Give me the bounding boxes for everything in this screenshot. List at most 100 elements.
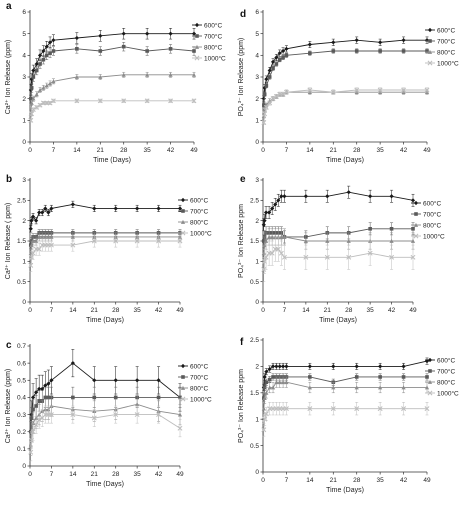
data-point (37, 399, 41, 403)
y-axis-label: PO₄³⁻ Ion Release (ppm) (238, 38, 245, 117)
x-tick-label: 21 (91, 307, 99, 314)
data-point (49, 206, 54, 211)
series-line (30, 33, 194, 91)
x-tick-label: 7 (50, 307, 54, 314)
data-point (192, 49, 196, 53)
data-point (41, 48, 46, 54)
data-point (303, 254, 309, 260)
data-point (267, 234, 272, 239)
data-point (156, 378, 161, 383)
data-point (389, 238, 394, 243)
data-point (49, 234, 54, 239)
x-tick-label: 14 (302, 307, 310, 314)
data-point (273, 94, 279, 99)
x-tick-label: 0 (261, 147, 265, 154)
data-point (283, 406, 289, 412)
x-tick-label: 28 (112, 307, 120, 314)
data-point (49, 378, 54, 383)
x-tick-label: 28 (112, 471, 120, 478)
legend-marker (195, 34, 199, 38)
y-tick-label: 5 (22, 31, 26, 38)
data-point (46, 210, 51, 215)
legend-marker (413, 233, 419, 239)
legend-label: 1000°C (190, 229, 212, 237)
series-line (30, 100, 194, 121)
data-point (30, 238, 36, 243)
data-point (271, 375, 275, 379)
legend: 600°C 700°C 800°C 1000°C (411, 199, 445, 240)
data-point (44, 53, 49, 58)
y-tick-label: 0 (22, 463, 26, 470)
data-point (325, 194, 330, 199)
panel-c: c 0 0.1 0.2 0.3 0.4 0.5 0.6 0.7 0 7 14 21 28 35 42 49 Tim… (5, 340, 212, 488)
data-point (330, 406, 336, 412)
x-tick-label: 42 (400, 147, 408, 154)
data-point (324, 254, 330, 260)
legend-marker (194, 44, 200, 49)
data-point (121, 72, 126, 77)
data-point (274, 380, 279, 385)
data-point (92, 378, 97, 383)
data-point (274, 62, 279, 66)
data-point (98, 74, 103, 79)
data-point (44, 44, 49, 49)
data-point (92, 395, 97, 400)
data-point (401, 87, 407, 93)
data-point (377, 406, 383, 412)
data-point (263, 411, 269, 417)
x-tick-label: 7 (285, 477, 289, 484)
y-tick-label: 0.6 (17, 360, 26, 367)
series-800°C (261, 228, 416, 262)
data-point (92, 206, 97, 211)
x-axis-label: Time (Days) (86, 317, 124, 324)
data-point (41, 85, 46, 90)
data-point (303, 238, 308, 243)
y-tick-label: 4 (255, 53, 259, 60)
data-point (135, 402, 140, 407)
legend-marker (414, 212, 418, 216)
data-point (177, 238, 183, 244)
data-point (308, 375, 312, 379)
data-point (28, 117, 34, 123)
x-tick-label: 49 (423, 147, 431, 154)
series-line (263, 91, 427, 117)
data-point (261, 120, 267, 125)
y-tick-label: 5 (255, 31, 259, 38)
legend-label: 800°C (204, 43, 222, 51)
series-600°C (261, 357, 430, 391)
data-point (134, 238, 140, 244)
series-600°C (28, 28, 197, 96)
data-point (424, 406, 430, 412)
data-point (168, 47, 173, 51)
legend-marker (181, 209, 185, 213)
legend-marker (180, 219, 186, 224)
y-tick-label: 3 (255, 177, 259, 184)
panel-e: e 0 0.5 1 1.5 2 2.5 3 0 7 14 21 28 35 42 49 Time (Days) P… (238, 174, 445, 324)
data-point (270, 96, 276, 102)
legend-label: 700°C (437, 367, 455, 375)
data-point (261, 222, 266, 227)
data-point (425, 375, 429, 379)
legend-label: 800°C (437, 378, 455, 386)
data-point (261, 267, 267, 272)
data-point (50, 98, 56, 104)
data-point (191, 72, 197, 77)
y-tick-label: 1 (255, 259, 259, 266)
data-point (261, 406, 266, 411)
y-tick-label: 0 (255, 139, 259, 146)
y-tick-label: 2 (22, 96, 26, 103)
data-point (36, 246, 42, 252)
data-point (330, 89, 336, 95)
data-point (44, 83, 49, 88)
data-point (34, 92, 39, 97)
x-tick-label: 35 (377, 147, 385, 154)
legend-marker (413, 222, 419, 227)
x-axis-label: Time (Days) (93, 157, 131, 164)
data-point (36, 417, 42, 423)
data-point (37, 102, 43, 108)
data-point (113, 206, 118, 211)
series-1000°C (261, 236, 416, 282)
data-point (38, 62, 42, 66)
x-tick-label: 28 (345, 307, 353, 314)
data-point (29, 100, 34, 105)
